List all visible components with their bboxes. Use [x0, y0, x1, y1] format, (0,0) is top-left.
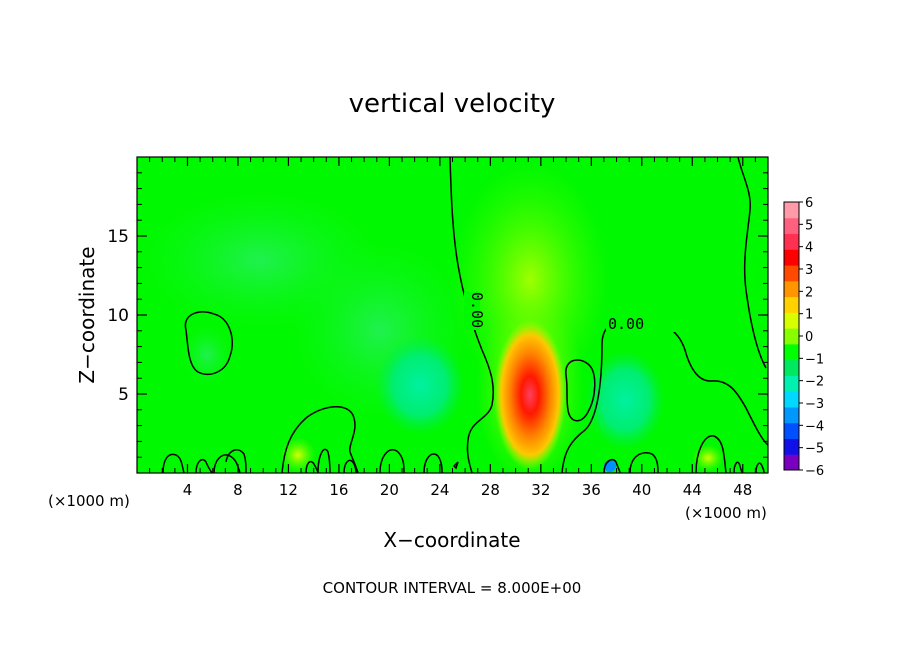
x-tick-label: 32 — [531, 481, 550, 499]
contour-label-mask-1 — [464, 292, 480, 330]
x-tick-label: 4 — [183, 481, 193, 499]
colorbar-label: −1 — [805, 352, 824, 367]
colorbar-swatch — [784, 249, 799, 266]
colorbar-swatch — [784, 217, 799, 235]
contour-upper-right — [737, 157, 767, 369]
colorbar-label: −2 — [805, 375, 824, 390]
colorbar-swatch — [784, 328, 799, 345]
contour-surface-bump-o — [755, 462, 765, 473]
colorbar-swatch — [784, 438, 799, 455]
feature-downdraft-far-left — [182, 325, 232, 385]
plot-area: 0.00 0.00 — [137, 157, 768, 473]
colorbar-label: −6 — [805, 464, 824, 479]
colorbar-label: 0 — [805, 330, 813, 345]
contour-surface-bump-d — [225, 449, 247, 473]
x-axis-tick-labels: 4 8 12 16 20 24 28 32 36 40 44 48 — [183, 481, 753, 499]
colorbar-label: −5 — [805, 442, 824, 457]
colorbar-swatch — [784, 406, 799, 424]
x-axis-title: X−coordinate — [383, 528, 520, 552]
contour-label-2: 0.00 — [608, 315, 644, 333]
colorbar-swatch — [784, 280, 799, 298]
colorbar-swatch — [784, 233, 799, 250]
x-tick-label: 20 — [380, 481, 399, 499]
contour-surface-bump-k — [603, 458, 621, 473]
x-tick-label: 40 — [632, 481, 651, 499]
colorbar-swatch — [784, 265, 799, 282]
x-tick-label: 24 — [430, 481, 449, 499]
colorbar-label: −3 — [805, 397, 824, 412]
feature-downdraft-left — [375, 335, 465, 435]
x-tick-label: 44 — [683, 481, 702, 499]
y-axis-title: Z−coordinate — [75, 246, 99, 383]
colorbar-label: 4 — [805, 241, 813, 256]
contour-surface-bump-n — [733, 461, 743, 473]
contour-zero-left — [449, 157, 494, 473]
colorbar-swatch — [784, 375, 799, 392]
x-tick-label: 8 — [233, 481, 243, 499]
feature-surface-bump-2 — [692, 444, 724, 472]
colorbar-swatch — [784, 202, 799, 219]
feature-downdraft-right — [585, 350, 665, 450]
x-tick-label: 12 — [279, 481, 298, 499]
contour-label-mask-2 — [606, 314, 676, 332]
colorbar-swatch — [784, 359, 799, 376]
x-tick-label: 48 — [733, 481, 752, 499]
y-unit-label: (×1000 m) — [48, 492, 130, 510]
colorbar-swatch — [784, 454, 799, 471]
colorbar-swatch — [784, 296, 799, 313]
x-tick-label: 36 — [582, 481, 601, 499]
feature-updraft-core — [494, 320, 566, 470]
colorbar-swatch — [784, 391, 799, 408]
contour-surface-bump-b — [195, 458, 213, 473]
colorbar-label: 1 — [805, 308, 813, 323]
y-axis-tick-labels: 5 10 15 — [107, 227, 129, 405]
contour-surface-bump-j — [452, 461, 459, 470]
contour-closed-left — [184, 311, 234, 376]
colorbar-swatch — [784, 312, 799, 329]
contour-label-1: 0.00 — [468, 292, 486, 328]
contour-closed-mid — [565, 359, 596, 422]
contour-low-dome — [281, 406, 359, 473]
colorbar-label: 5 — [805, 218, 813, 233]
colorbar-swatch — [784, 343, 799, 361]
y-tick-label: 5 — [118, 385, 129, 405]
contour-interval-note: CONTOUR INTERVAL = 8.000E+00 — [323, 579, 582, 597]
contour-surface-bump-m — [695, 435, 727, 473]
x-unit-label: (×1000 m) — [685, 504, 767, 522]
y-axis-ticks — [137, 172, 768, 458]
colorbar-label: 6 — [805, 196, 813, 211]
contour-surface-bump-f — [317, 448, 331, 473]
colorbar: 6 5 4 3 2 1 0 −1 −2 −3 −4 −5 −6 — [783, 196, 824, 479]
contour-surface-bump-a — [162, 453, 185, 473]
x-tick-label: 16 — [329, 481, 348, 499]
colorbar-label: 3 — [805, 263, 813, 278]
x-axis-ticks — [149, 157, 756, 473]
contour-surface-bump-g — [343, 459, 357, 473]
colorbar-swatch — [784, 422, 799, 439]
y-tick-label: 15 — [107, 227, 129, 247]
contour-surface-bump-h — [379, 449, 405, 473]
contour-lines — [162, 157, 768, 473]
contour-surface-bump-i — [423, 453, 443, 473]
colorbar-label: 2 — [805, 285, 813, 300]
contour-surface-bump-l — [629, 452, 659, 473]
y-tick-label: 10 — [107, 306, 129, 326]
x-tick-label: 28 — [481, 481, 500, 499]
colorbar-label: −4 — [805, 419, 824, 434]
chart-title: vertical velocity — [349, 89, 556, 119]
